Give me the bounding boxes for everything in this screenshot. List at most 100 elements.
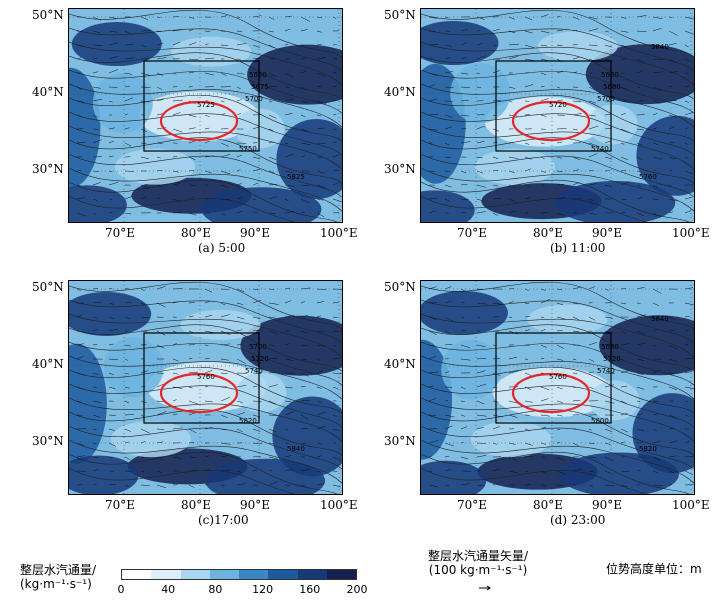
- flux-vector-arrow: [204, 140, 210, 144]
- flux-vector-arrow: [428, 385, 434, 388]
- flux-vector-arrow: [316, 184, 325, 188]
- longitude-label: 100°E: [320, 498, 358, 512]
- flux-vector-arrow: [620, 358, 625, 361]
- contour-label: 5680: [603, 83, 621, 91]
- flux-vector-arrow: [332, 330, 342, 332]
- geopotential-contour: [421, 167, 694, 212]
- geopotential-contour: [69, 409, 342, 456]
- flux-vector-arrow: [124, 30, 133, 35]
- flux-vector-arrow: [156, 72, 163, 76]
- flux-vector-arrow: [204, 43, 209, 46]
- height-unit-text: 位势高度单位：m: [606, 562, 702, 576]
- flux-vector-arrow: [156, 302, 166, 308]
- flux-vector-arrow: [252, 442, 262, 445]
- longitude-label: 90°E: [240, 226, 271, 240]
- flux-vector-arrow: [540, 156, 545, 160]
- moisture-flux-region: [146, 361, 267, 412]
- flux-vector-arrow: [92, 301, 103, 304]
- flux-vector-arrow: [300, 142, 311, 146]
- flux-vector-arrow: [620, 370, 630, 374]
- geopotential-contour: [421, 409, 694, 456]
- flux-vector-arrow: [76, 57, 82, 60]
- flux-vector-arrow: [220, 397, 230, 402]
- flux-vector-arrow: [284, 86, 290, 88]
- flux-vector-arrow: [172, 343, 177, 346]
- flux-vector-arrow: [492, 184, 499, 187]
- flux-vector-arrow: [140, 316, 150, 318]
- flux-vector-arrow: [332, 128, 337, 130]
- flux-vector-arrow: [572, 169, 580, 172]
- flux-vector-arrow: [556, 212, 565, 216]
- flux-vector-arrow: [236, 154, 242, 158]
- flux-vector-arrow: [444, 156, 452, 159]
- geopotential-contour: [421, 451, 690, 494]
- flux-vector-arrow: [572, 29, 578, 32]
- flux-vector-arrow: [460, 141, 471, 144]
- flux-vector-arrow: [428, 455, 432, 458]
- geopotential-contour: [69, 451, 338, 494]
- flux-vector-arrow: [332, 344, 337, 347]
- flux-vector-arrow: [572, 16, 580, 20]
- flux-vector-arrow: [284, 455, 292, 458]
- flux-vector-arrow: [204, 370, 213, 374]
- flux-vector-arrow: [652, 44, 662, 49]
- flux-vector-arrow: [252, 100, 259, 102]
- flux-vector-arrow: [668, 141, 675, 144]
- flux-vector-arrow: [684, 156, 689, 159]
- flux-vector-arrow: [76, 343, 84, 346]
- flux-vector-arrow: [556, 414, 563, 417]
- flux-vector-arrow: [220, 113, 226, 116]
- flux-vector-arrow: [188, 371, 199, 374]
- flux-vector-arrow: [76, 86, 82, 90]
- contour-label: 5760: [639, 173, 657, 181]
- flux-vector-arrow: [684, 16, 694, 20]
- geopotential-contour: [69, 153, 342, 198]
- flux-vector-arrow: [684, 197, 692, 200]
- flux-vector-arrow: [444, 414, 455, 418]
- flux-vector-arrow: [460, 400, 465, 402]
- flux-vector-arrow: [476, 400, 485, 405]
- geopotential-contour: [421, 425, 694, 470]
- flux-vector-arrow: [236, 302, 244, 305]
- flux-vector-arrow: [684, 112, 693, 116]
- flux-vector-arrow: [476, 43, 484, 46]
- contour-label: 5840: [651, 315, 669, 323]
- flux-vector-arrow: [444, 184, 452, 188]
- flux-vector-arrow: [556, 197, 565, 200]
- flux-vector-arrow: [556, 316, 566, 320]
- flux-vector-arrow: [444, 442, 454, 447]
- flux-vector-arrow: [220, 212, 226, 216]
- geopotential-contour: [69, 27, 342, 72]
- flux-vector-arrow: [316, 400, 323, 403]
- flux-vector-arrow: [476, 484, 485, 487]
- flux-vector-arrow: [172, 29, 183, 32]
- flux-vector-arrow: [236, 113, 242, 116]
- highlight-ellipse: [159, 100, 239, 142]
- flux-vector-arrow: [524, 84, 534, 88]
- flux-vector-arrow: [588, 286, 596, 290]
- flux-vector-arrow: [124, 330, 129, 333]
- flux-vector-arrow: [476, 370, 486, 374]
- flux-vector-arrow: [668, 58, 677, 63]
- flux-vector-arrow: [300, 16, 310, 22]
- flux-vector-arrow: [268, 316, 276, 319]
- flux-vector-arrow: [284, 372, 295, 375]
- flux-vector-arrow: [524, 386, 532, 390]
- flux-vector-arrow: [652, 127, 658, 130]
- geopotential-contour: [421, 179, 690, 222]
- longitude-label: 100°E: [320, 226, 358, 240]
- flux-vector-arrow: [588, 484, 594, 487]
- geopotential-contour: [421, 195, 648, 222]
- flux-vector-arrow: [172, 16, 180, 18]
- flux-vector-arrow: [556, 30, 563, 32]
- flux-vector-arrow: [316, 170, 325, 174]
- map-panel-b: 5660 5680 5700 5720 5740 5760 5840: [420, 8, 695, 223]
- flux-vector-arrow: [268, 400, 277, 405]
- flux-vector-arrow: [252, 343, 259, 346]
- flux-vector-arrow: [572, 468, 583, 472]
- flux-vector-arrow: [268, 170, 275, 174]
- flux-vector-arrow: [332, 141, 337, 144]
- geopotential-contour: [69, 467, 296, 494]
- flux-vector-arrow: [428, 484, 439, 488]
- flux-vector-arrow: [508, 55, 519, 60]
